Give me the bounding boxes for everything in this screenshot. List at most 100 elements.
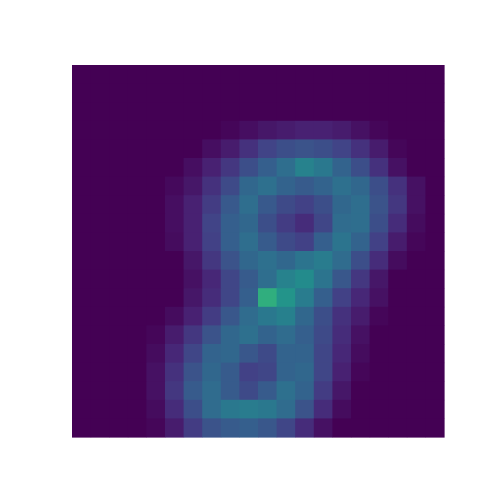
heatmap-cell	[425, 83, 445, 103]
heatmap-cell	[146, 251, 166, 271]
heatmap-cell	[239, 306, 259, 326]
heatmap-cell	[258, 399, 278, 419]
heatmap-cell	[388, 418, 408, 438]
heatmap-cell	[258, 306, 278, 326]
heatmap-cell	[109, 158, 129, 178]
heatmap-cell	[165, 418, 185, 438]
heatmap-cell	[127, 288, 147, 308]
heatmap-cell	[258, 381, 278, 401]
heatmap-cell	[313, 195, 333, 215]
heatmap-cell	[165, 120, 185, 140]
heatmap-cell	[202, 83, 222, 103]
heatmap-cell	[276, 120, 296, 140]
heatmap-cell	[388, 139, 408, 159]
heatmap-cell	[165, 399, 185, 419]
heatmap-cell	[406, 83, 426, 103]
heatmap-cell	[406, 102, 426, 122]
heatmap-cell	[295, 418, 315, 438]
heatmap-cell	[239, 102, 259, 122]
heatmap-cell	[72, 176, 92, 196]
heatmap-cell	[109, 195, 129, 215]
heatmap-cell	[72, 65, 92, 85]
heatmap-cell	[425, 251, 445, 271]
heatmap-cell	[295, 306, 315, 326]
heatmap-cell	[183, 102, 203, 122]
heatmap-cell	[72, 158, 92, 178]
heatmap-cell	[202, 306, 222, 326]
heatmap-cell	[202, 120, 222, 140]
heatmap-cell	[183, 65, 203, 85]
heatmap-cell	[90, 83, 110, 103]
heatmap-cell	[425, 362, 445, 382]
heatmap-cell	[220, 399, 240, 419]
heatmap-cell	[90, 344, 110, 364]
heatmap-cell	[165, 381, 185, 401]
heatmap-cell	[313, 251, 333, 271]
heatmap-cell	[369, 213, 389, 233]
heatmap-cell	[351, 139, 371, 159]
heatmap-cell	[258, 288, 278, 308]
heatmap-cell	[351, 418, 371, 438]
heatmap-cell	[332, 362, 352, 382]
heatmap-cell	[276, 381, 296, 401]
heatmap-cell	[220, 139, 240, 159]
heatmap-cell	[72, 83, 92, 103]
heatmap-cell	[406, 232, 426, 252]
heatmap-cell	[295, 158, 315, 178]
heatmap-cell	[388, 120, 408, 140]
heatmap-cell	[220, 102, 240, 122]
heatmap-cell	[276, 139, 296, 159]
heatmap-cell	[183, 139, 203, 159]
heatmap-cell	[258, 195, 278, 215]
heatmap-cell	[127, 195, 147, 215]
heatmap-cell	[220, 381, 240, 401]
heatmap-cell	[220, 158, 240, 178]
heatmap-cell	[295, 139, 315, 159]
heatmap-cell	[258, 83, 278, 103]
heatmap-cell	[295, 65, 315, 85]
heatmap-cell	[109, 65, 129, 85]
heatmap-cell	[220, 344, 240, 364]
heatmap-cell	[202, 418, 222, 438]
heatmap-cell	[425, 195, 445, 215]
heatmap-cell	[295, 325, 315, 345]
heatmap-cell	[109, 381, 129, 401]
heatmap-cell	[388, 269, 408, 289]
heatmap-cell	[332, 251, 352, 271]
heatmap-cell	[351, 158, 371, 178]
heatmap-cell	[220, 362, 240, 382]
heatmap-cell	[425, 102, 445, 122]
heatmap-cell	[183, 288, 203, 308]
heatmap-cell	[90, 232, 110, 252]
heatmap-cell	[146, 120, 166, 140]
heatmap-cell	[90, 288, 110, 308]
heatmap-cell	[72, 139, 92, 159]
heatmap-cell	[425, 344, 445, 364]
heatmap-cell	[183, 251, 203, 271]
heatmap-cell	[388, 102, 408, 122]
heatmap-cell	[72, 269, 92, 289]
heatmap-cell	[202, 139, 222, 159]
heatmap-cell	[388, 306, 408, 326]
heatmap-cell	[313, 213, 333, 233]
heatmap-cell	[202, 325, 222, 345]
heatmap-cell	[165, 65, 185, 85]
heatmap-cell	[332, 158, 352, 178]
heatmap-cell	[276, 344, 296, 364]
heatmap-cell	[351, 288, 371, 308]
heatmap-cell	[72, 251, 92, 271]
heatmap-cell	[183, 399, 203, 419]
heatmap-cell	[90, 269, 110, 289]
heatmap-cell	[388, 213, 408, 233]
heatmap-cell	[425, 65, 445, 85]
heatmap-cell	[332, 269, 352, 289]
heatmap-cell	[127, 120, 147, 140]
heatmap-cell	[406, 288, 426, 308]
heatmap-cell	[165, 269, 185, 289]
heatmap-cell	[313, 288, 333, 308]
heatmap-cell	[313, 120, 333, 140]
heatmap-cell	[351, 362, 371, 382]
heatmap-cell	[146, 139, 166, 159]
heatmap-cell	[109, 418, 129, 438]
heatmap-cell	[146, 288, 166, 308]
